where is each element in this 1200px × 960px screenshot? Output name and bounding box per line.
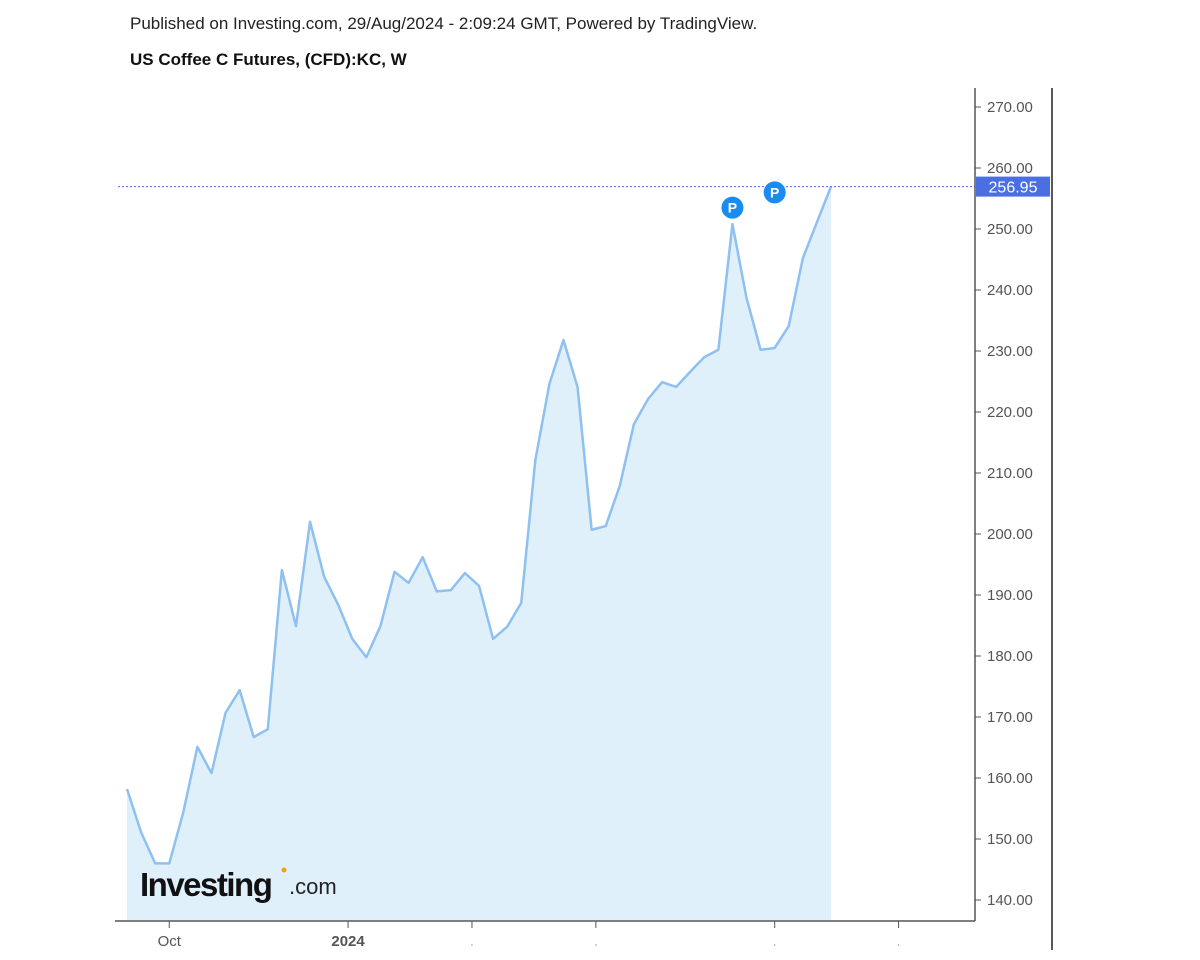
x-tick-label: 2024	[331, 933, 365, 950]
y-tick-label: 240.00	[987, 282, 1033, 299]
logo-dot-icon	[281, 867, 287, 873]
marker-label: P	[770, 184, 779, 200]
y-tick-label: 220.00	[987, 404, 1033, 421]
x-tick-dot	[773, 944, 776, 946]
y-tick-label: 180.00	[987, 648, 1033, 665]
event-marker[interactable]: P	[763, 181, 786, 204]
x-tick-dot	[471, 944, 473, 946]
published-note: Published on Investing.com, 29/Aug/2024 …	[130, 14, 758, 33]
chart-title: US Coffee C Futures, (CFD):KC, W	[130, 50, 407, 69]
y-tick-label: 200.00	[987, 526, 1033, 543]
logo-text: Investing	[140, 866, 271, 903]
logo-suffix: .com	[289, 874, 337, 899]
y-tick-label: 210.00	[987, 465, 1033, 482]
y-tick-label: 270.00	[987, 99, 1033, 116]
investing-logo: Investing .com	[140, 866, 337, 903]
x-tick-label: Oct	[158, 933, 182, 950]
event-marker[interactable]: P	[721, 196, 744, 219]
y-tick-label: 260.00	[987, 160, 1033, 177]
y-tick-label: 170.00	[987, 709, 1033, 726]
marker-circle-icon	[763, 181, 786, 204]
marker-label: P	[728, 200, 737, 216]
last-price-label: 256.95	[976, 176, 1050, 197]
y-tick-label: 230.00	[987, 343, 1033, 360]
y-tick-label: 250.00	[987, 221, 1033, 238]
x-tick-dot	[595, 944, 597, 946]
price-area	[127, 186, 831, 921]
y-tick-label: 150.00	[987, 831, 1033, 848]
y-tick-label: 140.00	[987, 892, 1033, 909]
y-tick-label: 160.00	[987, 770, 1033, 787]
price-line	[125, 186, 833, 865]
last-price-text: 256.95	[989, 180, 1038, 197]
x-tick-dot	[897, 944, 900, 946]
marker-circle-icon	[721, 196, 744, 219]
y-tick-label: 190.00	[987, 587, 1033, 604]
last-price-box	[976, 176, 1050, 197]
